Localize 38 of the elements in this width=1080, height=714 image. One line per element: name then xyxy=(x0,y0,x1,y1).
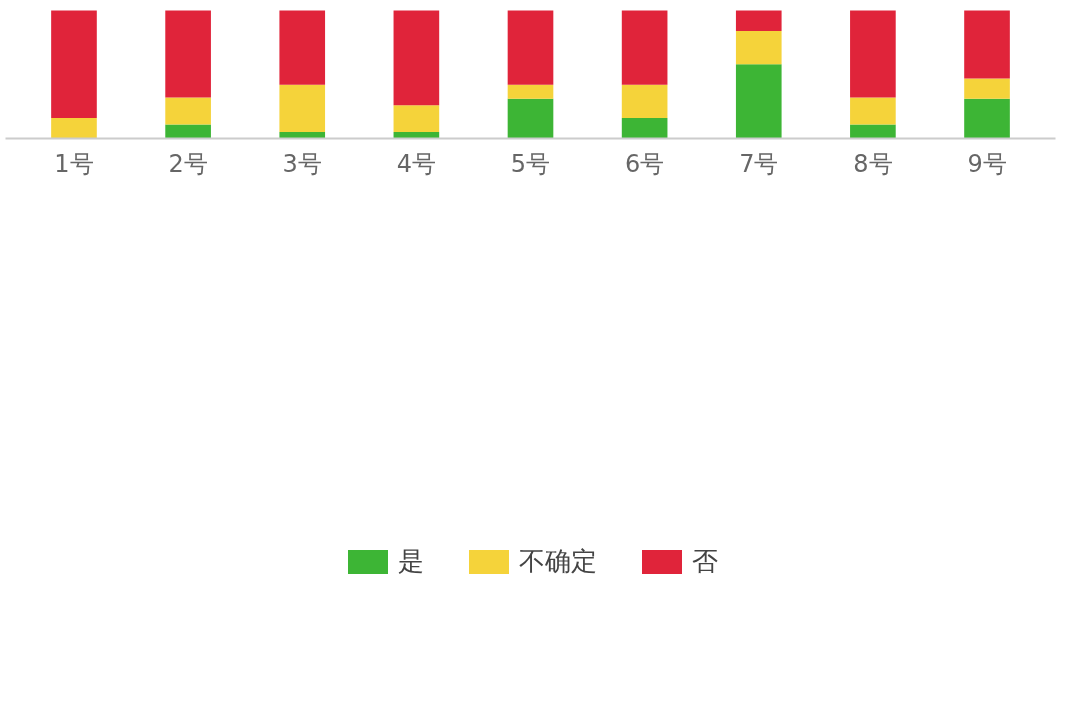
bar xyxy=(850,10,896,98)
bar xyxy=(964,98,1010,139)
x-tick-label: 4号 xyxy=(396,149,437,178)
bar xyxy=(735,31,782,65)
x-tick-label: 1号 xyxy=(54,149,94,178)
x-tick-label: 9号 xyxy=(967,149,1007,178)
bar xyxy=(621,10,668,85)
bar xyxy=(964,78,1010,99)
bar xyxy=(393,132,440,139)
legend-label: 否 xyxy=(691,544,718,578)
bar xyxy=(279,84,326,133)
bar xyxy=(735,10,782,32)
bar xyxy=(165,10,211,98)
bar xyxy=(51,118,97,139)
bar xyxy=(850,124,896,139)
bar xyxy=(507,84,554,99)
bar xyxy=(964,10,1010,79)
x-tick-label: 6号 xyxy=(625,149,665,178)
bar xyxy=(393,10,440,106)
bar xyxy=(621,118,668,139)
x-tick-label: 7号 xyxy=(739,149,779,178)
x-tick-label: 2号 xyxy=(168,149,208,178)
bar xyxy=(279,132,326,139)
bar xyxy=(850,97,896,125)
bar xyxy=(735,64,782,139)
x-tick-label: 3号 xyxy=(282,149,322,178)
bar xyxy=(621,84,668,119)
bar xyxy=(393,105,440,133)
legend-label: 不确定 xyxy=(518,544,597,578)
bar xyxy=(165,124,211,139)
bar xyxy=(279,10,326,85)
bar xyxy=(51,10,97,119)
bar xyxy=(507,10,554,85)
legend-label: 是 xyxy=(397,544,424,578)
x-tick-label: 5号 xyxy=(510,149,551,178)
bar xyxy=(165,97,211,125)
x-tick-label: 8号 xyxy=(853,149,893,178)
bar xyxy=(507,98,554,139)
